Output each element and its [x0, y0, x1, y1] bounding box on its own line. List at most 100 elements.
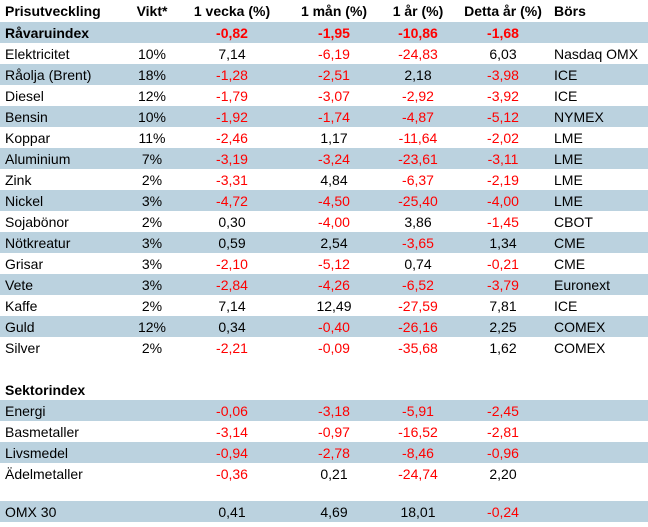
table-row: Ädelmetaller -0,36 0,21 -24,74 2,20 — [0, 463, 648, 484]
cell-1-week: 0,30 — [218, 213, 246, 230]
cell-weight: 12% — [137, 318, 167, 335]
cell-weight: 3% — [141, 234, 163, 251]
cell-name: Sektorindex — [5, 381, 86, 398]
cell-1-week: -1,28 — [216, 66, 248, 83]
cell-name: Livsmedel — [5, 444, 69, 461]
cell-exchange: ICE — [554, 66, 578, 83]
cell-exchange: COMEX — [554, 318, 606, 335]
cell-weight: 10% — [137, 45, 167, 62]
cell-exchange: LME — [554, 192, 583, 209]
cell-1-week: 0,34 — [218, 318, 246, 335]
cell-name: Basmetaller — [5, 423, 79, 440]
cell-1-month: -5,12 — [318, 255, 350, 272]
table-row: Råolja (Brent) 18% -1,28 -2,51 2,18 -3,9… — [0, 64, 648, 85]
cell-name: Koppar — [5, 129, 51, 146]
header-cell-detta-ar: Detta år (%) — [464, 3, 542, 19]
cell-year-to-date: -0,24 — [487, 503, 519, 520]
table-row: Bensin 10% -1,92 -1,74 -4,87 -5,12 NYMEX — [0, 106, 648, 127]
cell-1-year: -24,74 — [398, 465, 438, 482]
cell-year-to-date: -4,00 — [487, 192, 519, 209]
cell-year-to-date: -2,45 — [487, 402, 519, 419]
cell-1-year: -8,46 — [402, 444, 434, 461]
cell-exchange: CBOT — [554, 213, 593, 230]
cell-1-month: -1,74 — [318, 108, 350, 125]
cell-name: Guld — [5, 318, 35, 335]
cell-weight: 10% — [137, 108, 167, 125]
cell-year-to-date: -3,11 — [487, 150, 519, 167]
table-row: Nötkreatur 3% 0,59 2,54 -3,65 1,34 CME — [0, 232, 648, 253]
cell-exchange: CME — [554, 255, 586, 272]
cell-name: Diesel — [5, 87, 44, 104]
cell-1-month: -2,78 — [318, 444, 350, 461]
cell-year-to-date: -3,79 — [487, 276, 519, 293]
cell-1-week: -2,84 — [216, 276, 248, 293]
cell-year-to-date: 6,03 — [489, 45, 517, 62]
cell-1-month: -4,50 — [318, 192, 350, 209]
cell-weight: 3% — [141, 192, 163, 209]
cell-year-to-date: -3,98 — [487, 66, 519, 83]
cell-exchange: Nasdaq OMX — [554, 45, 639, 62]
cell-name: Nickel — [5, 192, 44, 209]
cell-weight: 3% — [141, 276, 163, 293]
cell-1-month: 1,17 — [320, 129, 348, 146]
header-cell-vikt: Vikt* — [136, 3, 168, 19]
cell-weight: 3% — [141, 255, 163, 272]
cell-1-year: -6,52 — [402, 276, 434, 293]
cell-year-to-date: -2,02 — [487, 129, 519, 146]
cell-name: Sojabönor — [5, 213, 69, 230]
table-row: Nickel 3% -4,72 -4,50 -25,40 -4,00 LME — [0, 190, 648, 211]
table-row: Koppar 11% -2,46 1,17 -11,64 -2,02 LME — [0, 127, 648, 148]
table-body: Råvaruindex -0,82 -1,95 -10,86 -1,68 Ele… — [0, 22, 648, 522]
cell-name: Zink — [5, 171, 32, 188]
cell-weight: 2% — [141, 339, 163, 356]
cell-exchange: CME — [554, 234, 586, 251]
cell-1-year: -6,37 — [402, 171, 434, 188]
table-header-row: Prisutveckling Vikt* 1 vecka (%) 1 mån (… — [0, 0, 648, 22]
cell-year-to-date: -0,21 — [487, 255, 519, 272]
cell-1-year: -25,40 — [398, 192, 438, 209]
cell-1-year: -4,87 — [402, 108, 434, 125]
cell-year-to-date: 2,20 — [489, 465, 517, 482]
cell-year-to-date: -2,81 — [487, 423, 519, 440]
cell-year-to-date: -2,19 — [487, 171, 519, 188]
header-cell-1-man: 1 mån (%) — [300, 3, 368, 19]
cell-1-year: -2,92 — [402, 87, 434, 104]
table-row: Energi -0,06 -3,18 -5,91 -2,45 — [0, 400, 648, 421]
cell-name: Ädelmetaller — [5, 465, 83, 482]
cell-weight: 11% — [138, 129, 166, 146]
cell-1-week: 0,41 — [218, 503, 246, 520]
cell-name: Vete — [5, 276, 34, 293]
cell-name: Silver — [5, 339, 41, 356]
cell-1-week: -0,94 — [216, 444, 248, 461]
cell-name: Nötkreatur — [5, 234, 71, 251]
cell-1-year: -35,68 — [398, 339, 438, 356]
cell-1-week: -0,82 — [216, 24, 248, 41]
cell-1-month: 2,54 — [320, 234, 348, 251]
table-row: OMX 30 0,41 4,69 18,01 -0,24 — [0, 501, 648, 522]
cell-1-year: 18,01 — [400, 503, 436, 520]
table-row — [0, 484, 648, 501]
table-row: Elektricitet 10% 7,14 -6,19 -24,83 6,03 … — [0, 43, 648, 64]
table-row: Basmetaller -3,14 -0,97 -16,52 -2,81 — [0, 421, 648, 442]
table-row: Sojabönor 2% 0,30 -4,00 3,86 -1,45 CBOT — [0, 211, 648, 232]
cell-exchange: ICE — [554, 297, 578, 314]
table-row: Sektorindex — [0, 379, 648, 400]
cell-weight: 18% — [137, 66, 167, 83]
cell-1-week: -0,06 — [216, 402, 248, 419]
cell-year-to-date: -0,96 — [487, 444, 519, 461]
cell-exchange: COMEX — [554, 339, 606, 356]
cell-weight: 2% — [141, 213, 163, 230]
table-row: Aluminium 7% -3,19 -3,24 -23,61 -3,11 LM… — [0, 148, 648, 169]
table-row — [0, 358, 648, 379]
cell-1-month: -3,18 — [318, 402, 350, 419]
table-row: Vete 3% -2,84 -4,26 -6,52 -3,79 Euronext — [0, 274, 648, 295]
cell-name: Grisar — [5, 255, 44, 272]
cell-name: Aluminium — [5, 150, 71, 167]
cell-1-week: -3,31 — [216, 171, 248, 188]
cell-1-year: -26,16 — [398, 318, 438, 335]
cell-name: Råvaruindex — [5, 24, 90, 41]
cell-1-week: -1,92 — [216, 108, 248, 125]
header-cell-1-ar: 1 år (%) — [392, 3, 444, 19]
cell-exchange: Euronext — [554, 276, 611, 293]
